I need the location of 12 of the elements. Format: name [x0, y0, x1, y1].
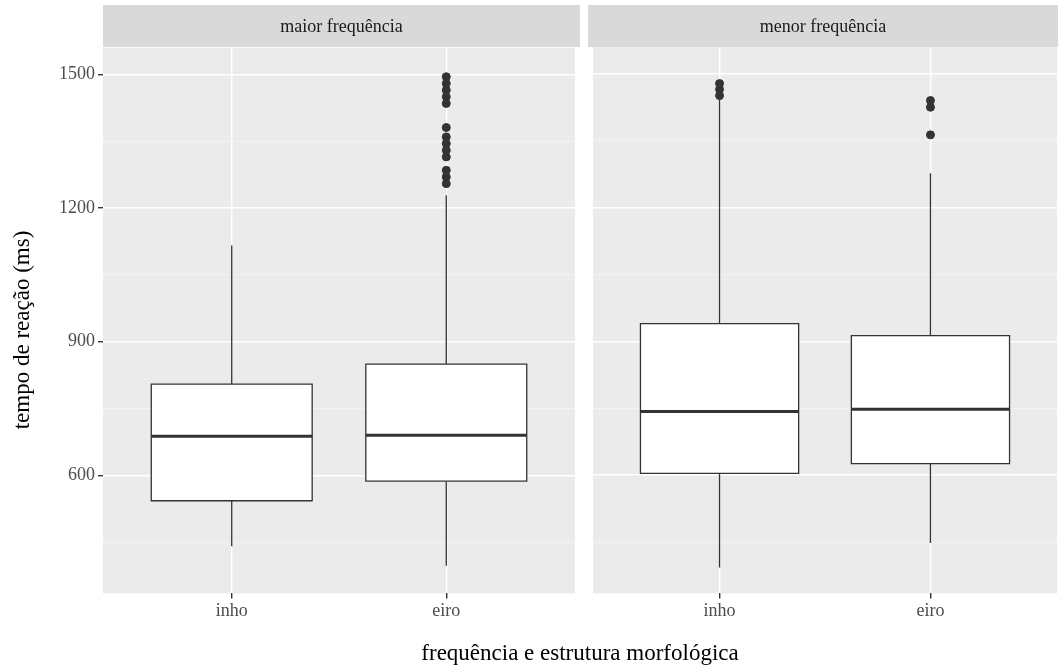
x-tick-label: eiro	[432, 599, 461, 620]
chart-title: maior frequência	[103, 5, 580, 47]
x-tick-label: inho	[703, 599, 736, 620]
chart-title: menor frequência	[588, 5, 1058, 47]
y-tick-label: 1200	[59, 196, 95, 217]
y-tick-label: 1500	[59, 63, 95, 84]
x-axis-title: frequência e estrutura morfológica	[421, 640, 739, 666]
y-tick-label: 900	[68, 330, 95, 351]
y-axis-title: tempo de reação (ms)	[9, 230, 35, 430]
x-tick-label: inho	[215, 599, 248, 620]
x-tick-label: eiro	[916, 599, 945, 620]
y-tick-label: 600	[68, 464, 95, 485]
